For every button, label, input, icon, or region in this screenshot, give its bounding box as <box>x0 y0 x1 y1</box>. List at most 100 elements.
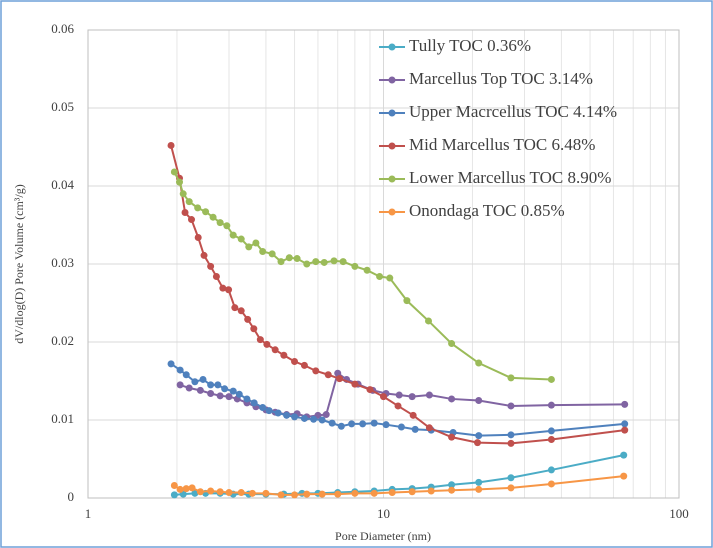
data-point <box>245 243 253 251</box>
data-point <box>219 284 227 292</box>
data-point <box>507 431 515 439</box>
series-line <box>170 363 625 437</box>
data-point <box>425 424 433 432</box>
data-point <box>547 427 555 435</box>
data-point <box>425 317 433 325</box>
data-point <box>408 393 416 401</box>
data-point <box>291 491 299 499</box>
data-point <box>167 360 175 368</box>
data-point <box>250 399 258 407</box>
data-point <box>403 297 411 305</box>
data-point <box>337 422 345 430</box>
legend-label: Upper Macrcellus TOC 4.14% <box>409 102 617 121</box>
data-point <box>256 336 264 344</box>
data-point <box>200 251 208 259</box>
data-point <box>351 262 359 270</box>
data-point <box>250 325 258 333</box>
data-point <box>185 198 193 206</box>
data-point <box>448 395 456 403</box>
data-point <box>318 416 326 424</box>
data-point <box>475 397 483 404</box>
data-point <box>225 393 233 401</box>
data-point <box>223 222 231 230</box>
data-point <box>320 258 328 266</box>
data-point <box>312 367 320 375</box>
data-point <box>291 358 299 365</box>
data-point <box>194 233 202 241</box>
plot-area <box>87 29 680 499</box>
data-point <box>214 381 222 389</box>
data-point <box>370 419 378 427</box>
data-point <box>191 489 199 497</box>
y-tick-label: 0.02 <box>51 333 74 348</box>
y-tick-label: 0.04 <box>51 177 74 192</box>
data-point <box>351 489 359 497</box>
legend-marker <box>388 76 396 84</box>
y-tick-label: 0.01 <box>51 411 74 426</box>
x-tick-label: 100 <box>669 506 689 521</box>
data-point <box>475 432 483 440</box>
data-point <box>199 375 207 383</box>
data-point <box>621 420 629 428</box>
data-point <box>225 286 233 294</box>
data-point <box>336 375 344 383</box>
y-tick-label: 0.06 <box>51 21 74 36</box>
legend-label: Tully TOC 0.36% <box>409 36 531 55</box>
data-point <box>448 481 456 489</box>
y-tick-label: 0.05 <box>51 99 74 114</box>
data-point <box>300 361 308 369</box>
data-point <box>380 393 387 401</box>
data-point <box>507 474 515 482</box>
data-point <box>244 315 252 323</box>
data-point <box>221 385 229 393</box>
data-point <box>473 439 481 447</box>
legend-label: Marcellus Top TOC 3.14% <box>409 69 593 88</box>
data-point <box>216 392 224 400</box>
data-point <box>229 387 237 395</box>
data-point <box>475 485 483 493</box>
data-point <box>303 490 311 498</box>
legend-marker <box>388 142 396 150</box>
data-point <box>188 484 196 492</box>
data-point <box>216 219 224 227</box>
data-point <box>182 371 190 379</box>
data-point <box>207 381 215 389</box>
data-point <box>411 425 419 433</box>
data-point <box>237 307 245 315</box>
y-tick-label: 0.03 <box>51 255 74 270</box>
legend-marker <box>388 109 396 117</box>
data-point <box>176 381 184 389</box>
data-point <box>280 351 288 359</box>
data-point <box>621 426 629 434</box>
data-point <box>259 248 267 256</box>
data-point <box>507 484 515 492</box>
data-point <box>303 260 311 268</box>
data-point <box>271 346 279 354</box>
data-point <box>167 141 175 149</box>
legend-marker <box>388 175 396 183</box>
y-axis-title: dV/dlog(D) Pore Volume (cm³/g) <box>12 184 26 343</box>
data-point <box>179 190 187 198</box>
data-point <box>207 487 215 495</box>
data-point <box>475 359 483 367</box>
data-point <box>259 404 267 412</box>
series-line <box>170 145 625 445</box>
data-point <box>262 489 270 497</box>
data-point <box>170 168 178 176</box>
data-point <box>231 304 239 312</box>
data-point <box>547 401 555 409</box>
data-point <box>268 250 276 258</box>
data-point <box>324 371 332 379</box>
data-point <box>397 423 405 431</box>
data-point <box>620 451 628 459</box>
data-point <box>182 485 190 493</box>
data-point <box>408 488 416 496</box>
data-point <box>547 375 555 383</box>
data-point <box>507 374 515 382</box>
data-point <box>252 239 260 247</box>
data-point <box>376 272 384 280</box>
data-point <box>370 489 378 497</box>
data-point <box>318 490 326 498</box>
